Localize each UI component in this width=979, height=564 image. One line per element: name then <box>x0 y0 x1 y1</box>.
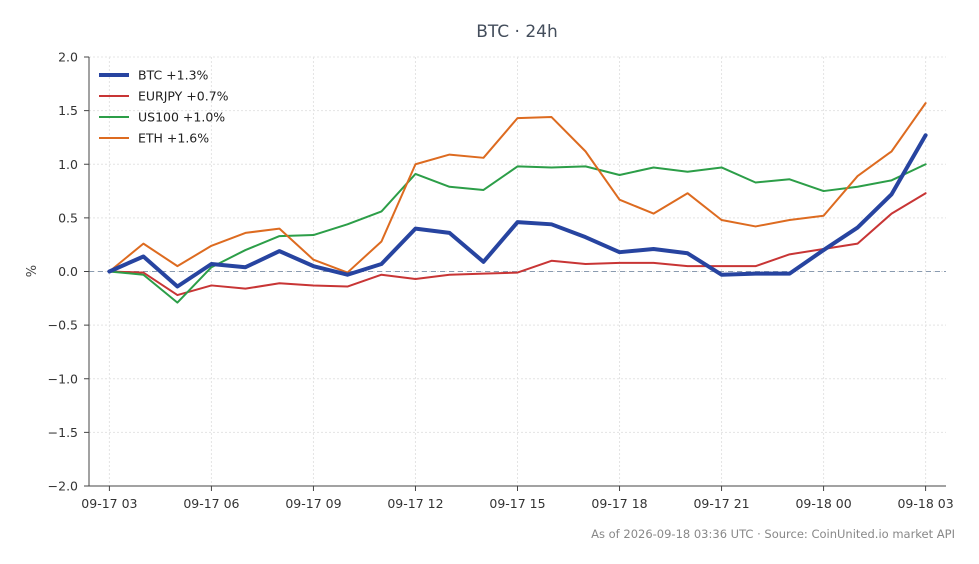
x-tick-label: 09-17 18 <box>591 496 647 511</box>
y-tick-label: 1.0 <box>58 157 78 172</box>
x-tick-label: 09-17 06 <box>183 496 239 511</box>
series-line-0 <box>107 133 928 289</box>
y-tick-label: 0.5 <box>58 210 78 225</box>
x-tick-label: 09-18 03 <box>897 496 953 511</box>
y-tick-label: −1.5 <box>48 425 78 440</box>
legend-label: ETH +1.6% <box>138 131 209 146</box>
y-tick-label: −1.0 <box>48 371 78 386</box>
footer-source: As of 2026-09-18 03:36 UTC · Source: Coi… <box>591 527 955 541</box>
y-axis-label: % <box>25 265 40 277</box>
y-tick-label: 1.5 <box>58 103 78 118</box>
x-tick-label: 09-17 12 <box>387 496 443 511</box>
y-tick-label: 0.0 <box>58 264 78 279</box>
legend-label: US100 +1.0% <box>138 110 225 125</box>
y-tick-label: −0.5 <box>48 318 78 333</box>
series-line-1 <box>108 192 927 297</box>
series-line-3 <box>108 102 927 274</box>
legend-label: EURJPY +0.7% <box>138 89 229 104</box>
x-tick-label: 09-17 03 <box>81 496 137 511</box>
series-line-2 <box>108 163 927 304</box>
x-axis-ticks: 09-17 03 09-17 06 09-17 09 09-17 12 09-17 15… <box>81 486 954 511</box>
x-tick-label: 09-17 21 <box>693 496 749 511</box>
legend-label: BTC +1.3% <box>138 68 209 83</box>
chart-title: BTC · 24h <box>476 22 558 42</box>
x-tick-label: 09-17 15 <box>489 496 545 511</box>
x-tick-label: 09-17 09 <box>285 496 341 511</box>
y-axis-ticks: 2.0 1.5 1.0 0.5 0.0 −0.5 −1.0 −1.5 −2.0 <box>48 50 89 494</box>
chart-grid <box>89 56 946 487</box>
series-layer <box>107 102 928 304</box>
x-tick-label: 09-18 00 <box>795 496 851 511</box>
y-tick-label: −2.0 <box>48 479 78 494</box>
y-tick-label: 2.0 <box>58 50 78 65</box>
legend: BTC +1.3% EURJPY +0.7% US100 +1.0% ETH +1.6… <box>99 68 229 146</box>
